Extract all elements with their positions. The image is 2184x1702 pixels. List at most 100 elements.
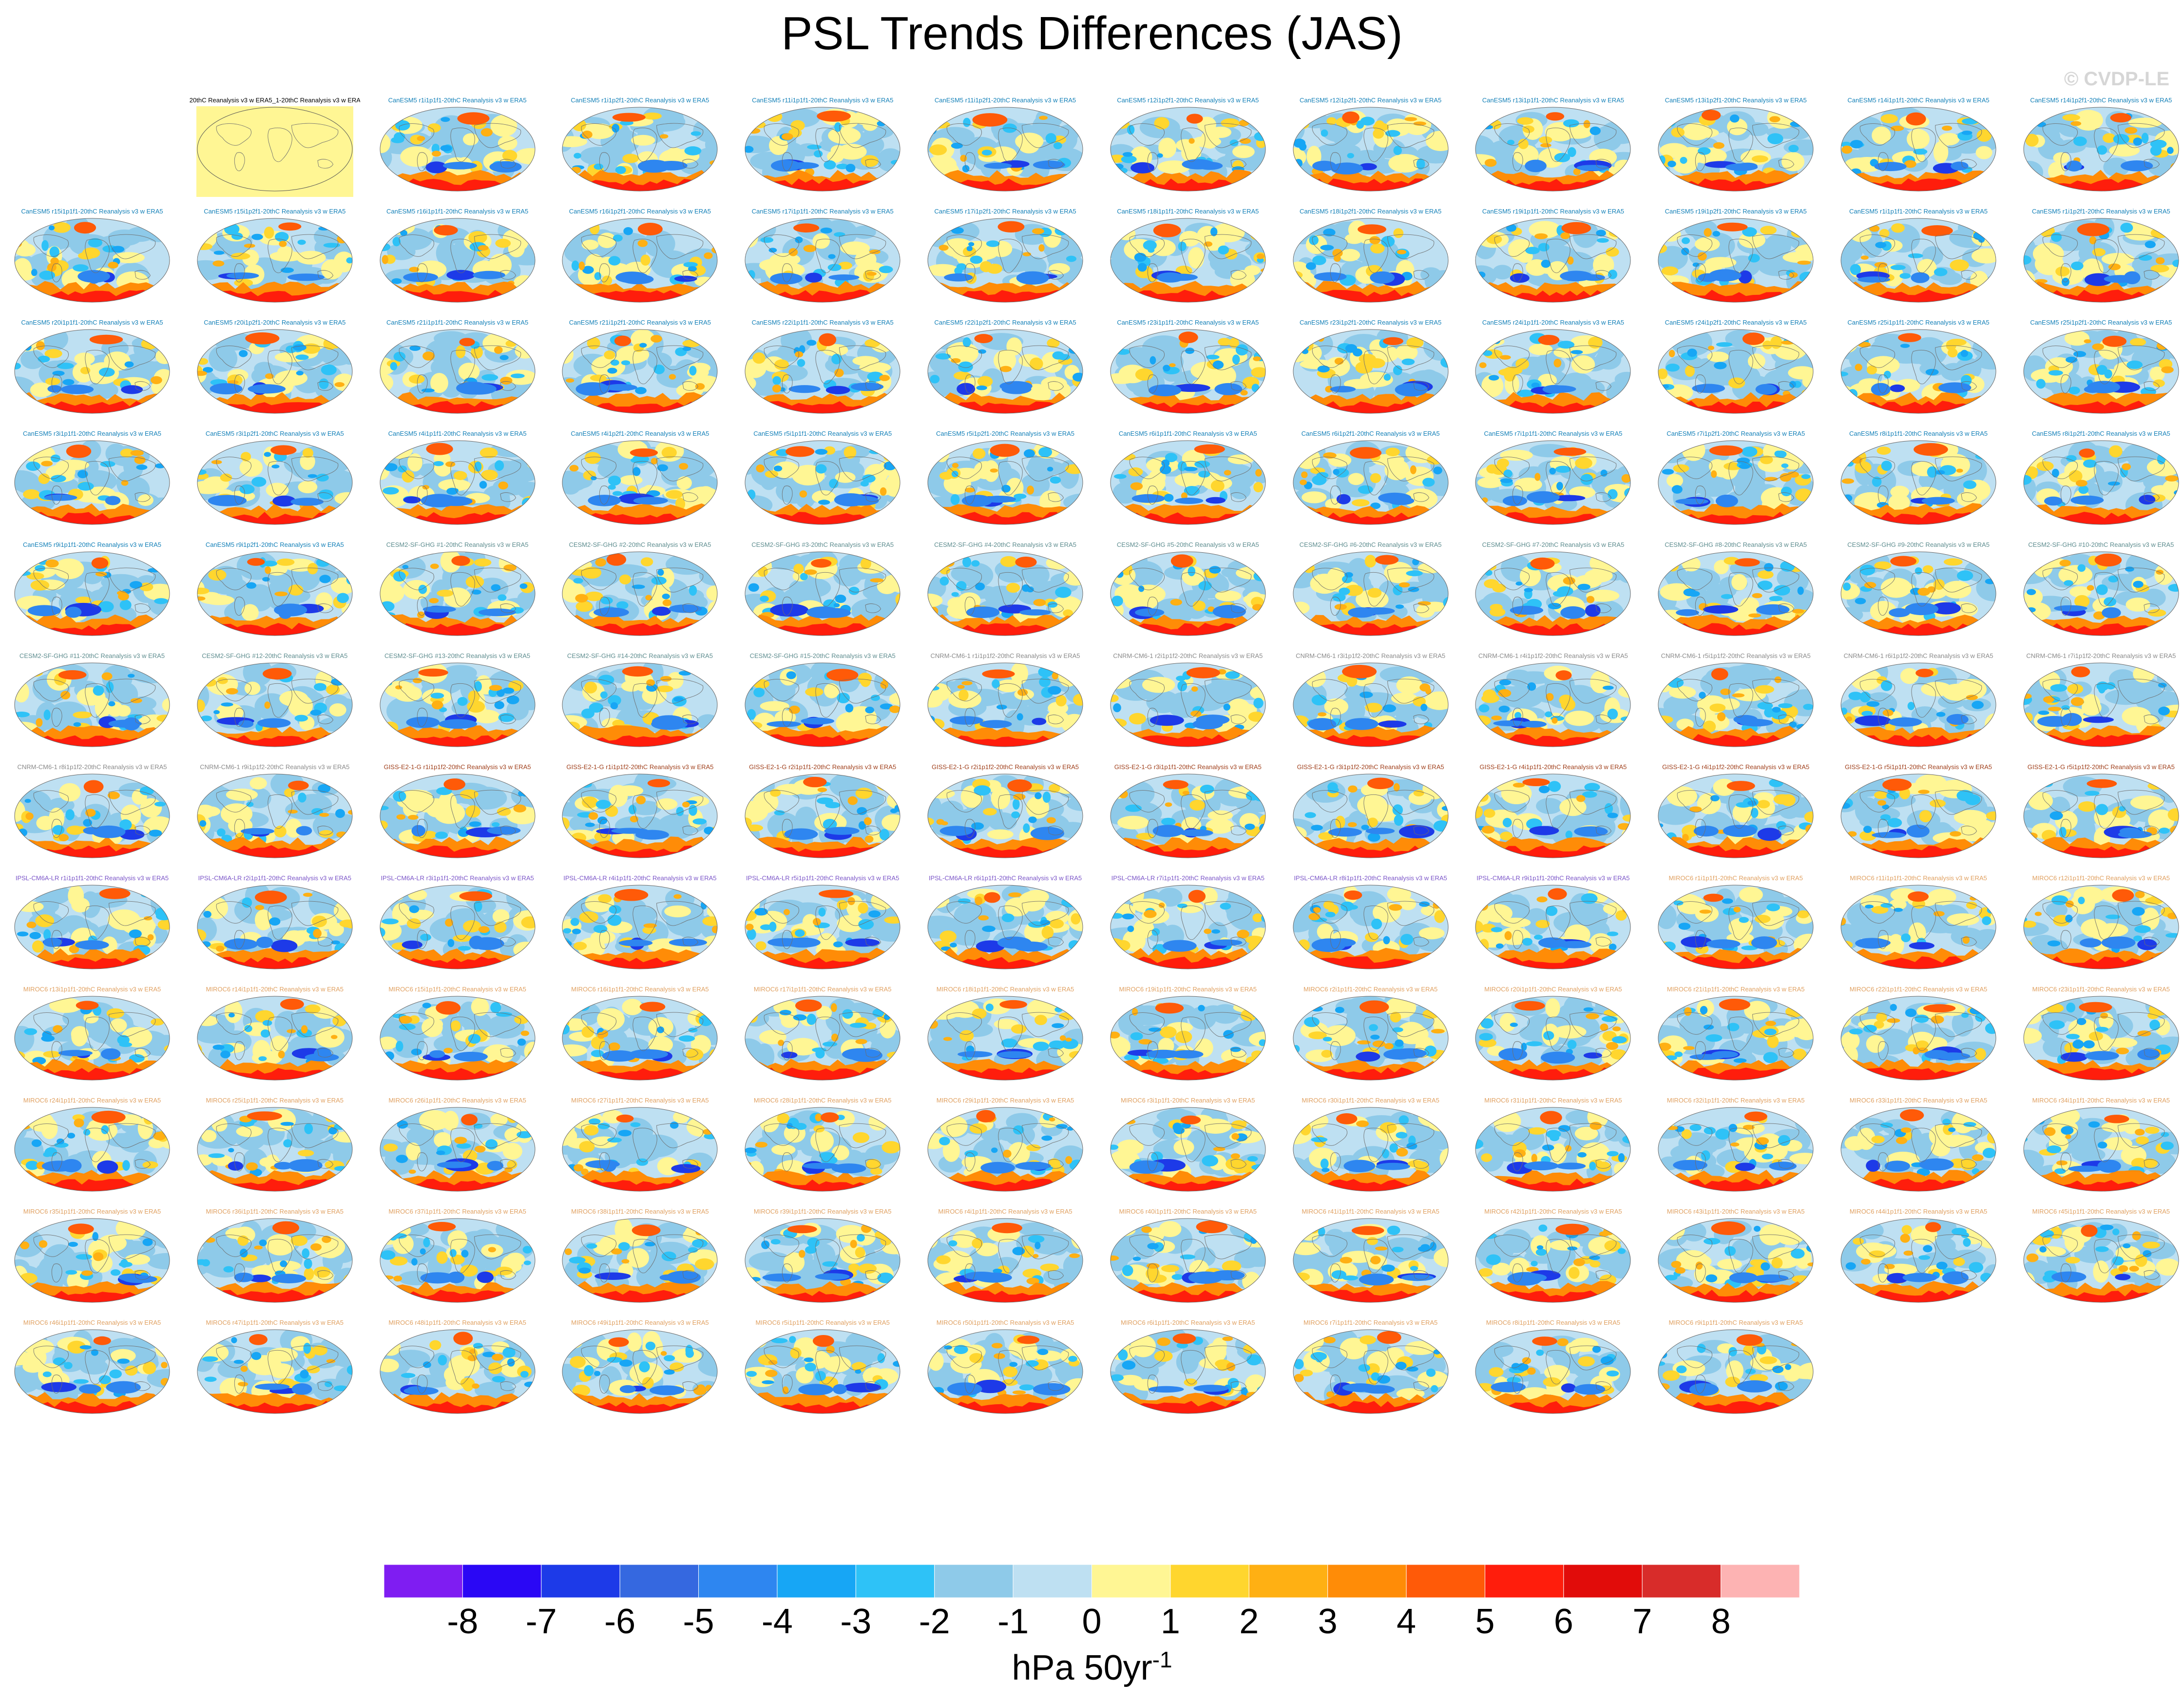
- map-field: [1658, 996, 1814, 1081]
- map-panel-label: MIROC6 r6i1p1f1-20thC Reanalysis v3 w ER…: [1121, 1319, 1255, 1326]
- map-field: [1475, 551, 1631, 636]
- map-panel-label: MIROC6 r47i1p1f1-20thC Reanalysis v3 w E…: [206, 1319, 344, 1326]
- map-panel-label: CanESM5 r1i1p1f1-20thC Reanalysis v3 w E…: [1849, 208, 1988, 215]
- map-panel: CNRM-CM6-1 r6i1p1f2-20thC Reanalysis v3 …: [1833, 652, 2004, 760]
- map-panel-label: CanESM5 r7i1p2f1-20thC Reanalysis v3 w E…: [1667, 430, 1805, 437]
- map-panel: CESM2-SF-GHG #1-20thC Reanalysis v3 w ER…: [372, 541, 543, 649]
- map-panel-label: IPSL-CM6A-LR r4i1p1f1-20thC Reanalysis v…: [563, 874, 717, 882]
- map-panel-label: 20thC Reanalysis v3 w ERA5_1-20thC Reana…: [189, 97, 360, 104]
- map-field: [1293, 1218, 1449, 1303]
- map-panel-label: CNRM-CM6-1 r2i1p1f2-20thC Reanalysis v3 …: [1113, 652, 1263, 659]
- map-panel: CanESM5 r14i1p2f1-20thC Reanalysis v3 w …: [2016, 97, 2184, 205]
- map-panel: CanESM5 r7i1p1f1-20thC Reanalysis v3 w E…: [1468, 430, 1638, 538]
- map-panel: GISS-E2-1-G r3i1p1f1-20thC Reanalysis v3…: [1103, 763, 1273, 871]
- map-panel: CanESM5 r19i1p2f1-20thC Reanalysis v3 w …: [1650, 208, 1821, 316]
- map-panel: CESM2-SF-GHG #14-20thC Reanalysis v3 w E…: [555, 652, 725, 760]
- map-panel-label: CanESM5 r11i1p1f1-20thC Reanalysis v3 w …: [752, 97, 894, 104]
- map-panel-label: MIROC6 r5i1p1f1-20thC Reanalysis v3 w ER…: [755, 1319, 890, 1326]
- map-panel-label: CanESM5 r17i1p1f1-20thC Reanalysis v3 w …: [751, 208, 894, 215]
- map-field: [1840, 774, 1996, 858]
- map-panel-label: CNRM-CM6-1 r6i1p1f2-20thC Reanalysis v3 …: [1843, 652, 1993, 659]
- colorbar-swatch: [1484, 1565, 1564, 1598]
- map-field: [197, 329, 353, 414]
- map-panel: CNRM-CM6-1 r2i1p1f2-20thC Reanalysis v3 …: [1103, 652, 1273, 760]
- map-field: [14, 996, 170, 1081]
- map-field: [1475, 329, 1631, 414]
- map-field: [562, 329, 718, 414]
- map-panel-label: MIROC6 r33i1p1f1-20thC Reanalysis v3 w E…: [1849, 1097, 1988, 1104]
- map-panel: MIROC6 r44i1p1f1-20thC Reanalysis v3 w E…: [1833, 1208, 2004, 1316]
- map-field: [562, 218, 718, 303]
- map-panel: CanESM5 r21i1p2f1-20thC Reanalysis v3 w …: [555, 319, 725, 427]
- map-panel: CNRM-CM6-1 r8i1p1f2-20thC Reanalysis v3 …: [7, 763, 177, 871]
- map-field: [1110, 218, 1266, 303]
- units-exponent: -1: [1152, 1647, 1172, 1672]
- map-panel: CanESM5 r18i1p2f1-20thC Reanalysis v3 w …: [1285, 208, 1456, 316]
- map-panel-label: CanESM5 r4i1p1f1-20thC Reanalysis v3 w E…: [388, 430, 527, 437]
- map-panel: CNRM-CM6-1 r7i1p1f2-20thC Reanalysis v3 …: [2016, 652, 2184, 760]
- map-field: [562, 996, 718, 1081]
- map-field: [927, 774, 1083, 858]
- map-panel: CanESM5 r6i1p2f1-20thC Reanalysis v3 w E…: [1285, 430, 1456, 538]
- colorbar-tick-label: 3: [1318, 1602, 1338, 1641]
- map-panel-label: CESM2-SF-GHG #6-20thC Reanalysis v3 w ER…: [1299, 541, 1442, 548]
- map-panel-label: CanESM5 r19i1p2f1-20thC Reanalysis v3 w …: [1665, 208, 1807, 215]
- colorbar-swatch: [1092, 1565, 1171, 1598]
- map-field: [197, 1329, 353, 1414]
- colorbar: [384, 1565, 1800, 1598]
- map-field: [380, 885, 536, 969]
- credit-watermark: © CVDP-LE: [2064, 68, 2169, 90]
- map-panel: CESM2-SF-GHG #5-20thC Reanalysis v3 w ER…: [1103, 541, 1273, 649]
- map-panel: CanESM5 r3i1p2f1-20thC Reanalysis v3 w E…: [190, 430, 360, 538]
- map-panel: CanESM5 r4i1p2f1-20thC Reanalysis v3 w E…: [555, 430, 725, 538]
- map-panel: MIROC6 r39i1p1f1-20thC Reanalysis v3 w E…: [737, 1208, 908, 1316]
- map-panel-label: GISS-E2-1-G r1i1p1f2-20thC Reanalysis v3…: [566, 763, 714, 771]
- map-field: [1658, 774, 1814, 858]
- map-field: [197, 885, 353, 969]
- colorbar-tick-label: 0: [1082, 1602, 1102, 1641]
- colorbar-swatch: [619, 1565, 699, 1598]
- map-panel: CanESM5 r16i1p1f1-20thC Reanalysis v3 w …: [372, 208, 543, 316]
- map-field: [745, 440, 900, 525]
- map-panel-label: GISS-E2-1-G r4i1p1f1-20thC Reanalysis v3…: [1479, 763, 1627, 771]
- map-panel: CESM2-SF-GHG #7-20thC Reanalysis v3 w ER…: [1468, 541, 1638, 649]
- colorbar-tick-label: 6: [1553, 1602, 1573, 1641]
- map-panel: MIROC6 r38i1p1f1-20thC Reanalysis v3 w E…: [555, 1208, 725, 1316]
- map-field: [380, 329, 536, 414]
- map-panel: CanESM5 r5i1p1f1-20thC Reanalysis v3 w E…: [737, 430, 908, 538]
- map-panel: CanESM5 r18i1p1f1-20thC Reanalysis v3 w …: [1103, 208, 1273, 316]
- map-field: [2023, 107, 2179, 192]
- map-field: [1110, 774, 1266, 858]
- map-field: [1840, 885, 1996, 969]
- map-panel: CESM2-SF-GHG #4-20thC Reanalysis v3 w ER…: [920, 541, 1091, 649]
- map-panel: MIROC6 r5i1p1f1-20thC Reanalysis v3 w ER…: [737, 1319, 908, 1427]
- map-panel: CESM2-SF-GHG #15-20thC Reanalysis v3 w E…: [737, 652, 908, 760]
- map-field: [1110, 551, 1266, 636]
- map-panel-label: MIROC6 r11i1p1f1-20thC Reanalysis v3 w E…: [1850, 874, 1987, 882]
- map-panel-label: MIROC6 r36i1p1f1-20thC Reanalysis v3 w E…: [206, 1208, 344, 1215]
- map-panel-label: MIROC6 r42i1p1f1-20thC Reanalysis v3 w E…: [1484, 1208, 1622, 1215]
- map-panel-label: CanESM5 r16i1p2f1-20thC Reanalysis v3 w …: [569, 208, 711, 215]
- map-panel: MIROC6 r16i1p1f1-20thC Reanalysis v3 w E…: [555, 986, 725, 1094]
- map-panel-label: CanESM5 r7i1p1f1-20thC Reanalysis v3 w E…: [1484, 430, 1623, 437]
- map-panel: CanESM5 r17i1p1f1-20thC Reanalysis v3 w …: [737, 208, 908, 316]
- map-panel: CanESM5 r15i1p1f1-20thC Reanalysis v3 w …: [7, 208, 177, 316]
- map-panel: MIROC6 r11i1p1f1-20thC Reanalysis v3 w E…: [1833, 874, 2004, 983]
- map-panel: MIROC6 r23i1p1f1-20thC Reanalysis v3 w E…: [2016, 986, 2184, 1094]
- map-panel-label: MIROC6 r13i1p1f1-20thC Reanalysis v3 w E…: [23, 986, 161, 993]
- map-panel: IPSL-CM6A-LR r5i1p1f1-20thC Reanalysis v…: [737, 874, 908, 983]
- map-panel: MIROC6 r6i1p1f1-20thC Reanalysis v3 w ER…: [1103, 1319, 1273, 1427]
- map-field: [197, 1218, 353, 1303]
- map-panel: CanESM5 r11i1p2f1-20thC Reanalysis v3 w …: [920, 97, 1091, 205]
- map-field: [1840, 218, 1996, 303]
- map-field: [1475, 440, 1631, 525]
- map-panel-label: MIROC6 r48i1p1f1-20thC Reanalysis v3 w E…: [388, 1319, 526, 1326]
- map-panel: MIROC6 r25i1p1f1-20thC Reanalysis v3 w E…: [190, 1097, 360, 1205]
- map-panel-label: CESM2-SF-GHG #7-20thC Reanalysis v3 w ER…: [1482, 541, 1625, 548]
- colorbar-tick-label: -7: [525, 1602, 557, 1641]
- map-panel: MIROC6 r19i1p1f1-20thC Reanalysis v3 w E…: [1103, 986, 1273, 1094]
- map-panel: GISS-E2-1-G r1i1p1f2-20thC Reanalysis v3…: [372, 763, 543, 871]
- map-field: [927, 996, 1083, 1081]
- map-field: [927, 662, 1083, 747]
